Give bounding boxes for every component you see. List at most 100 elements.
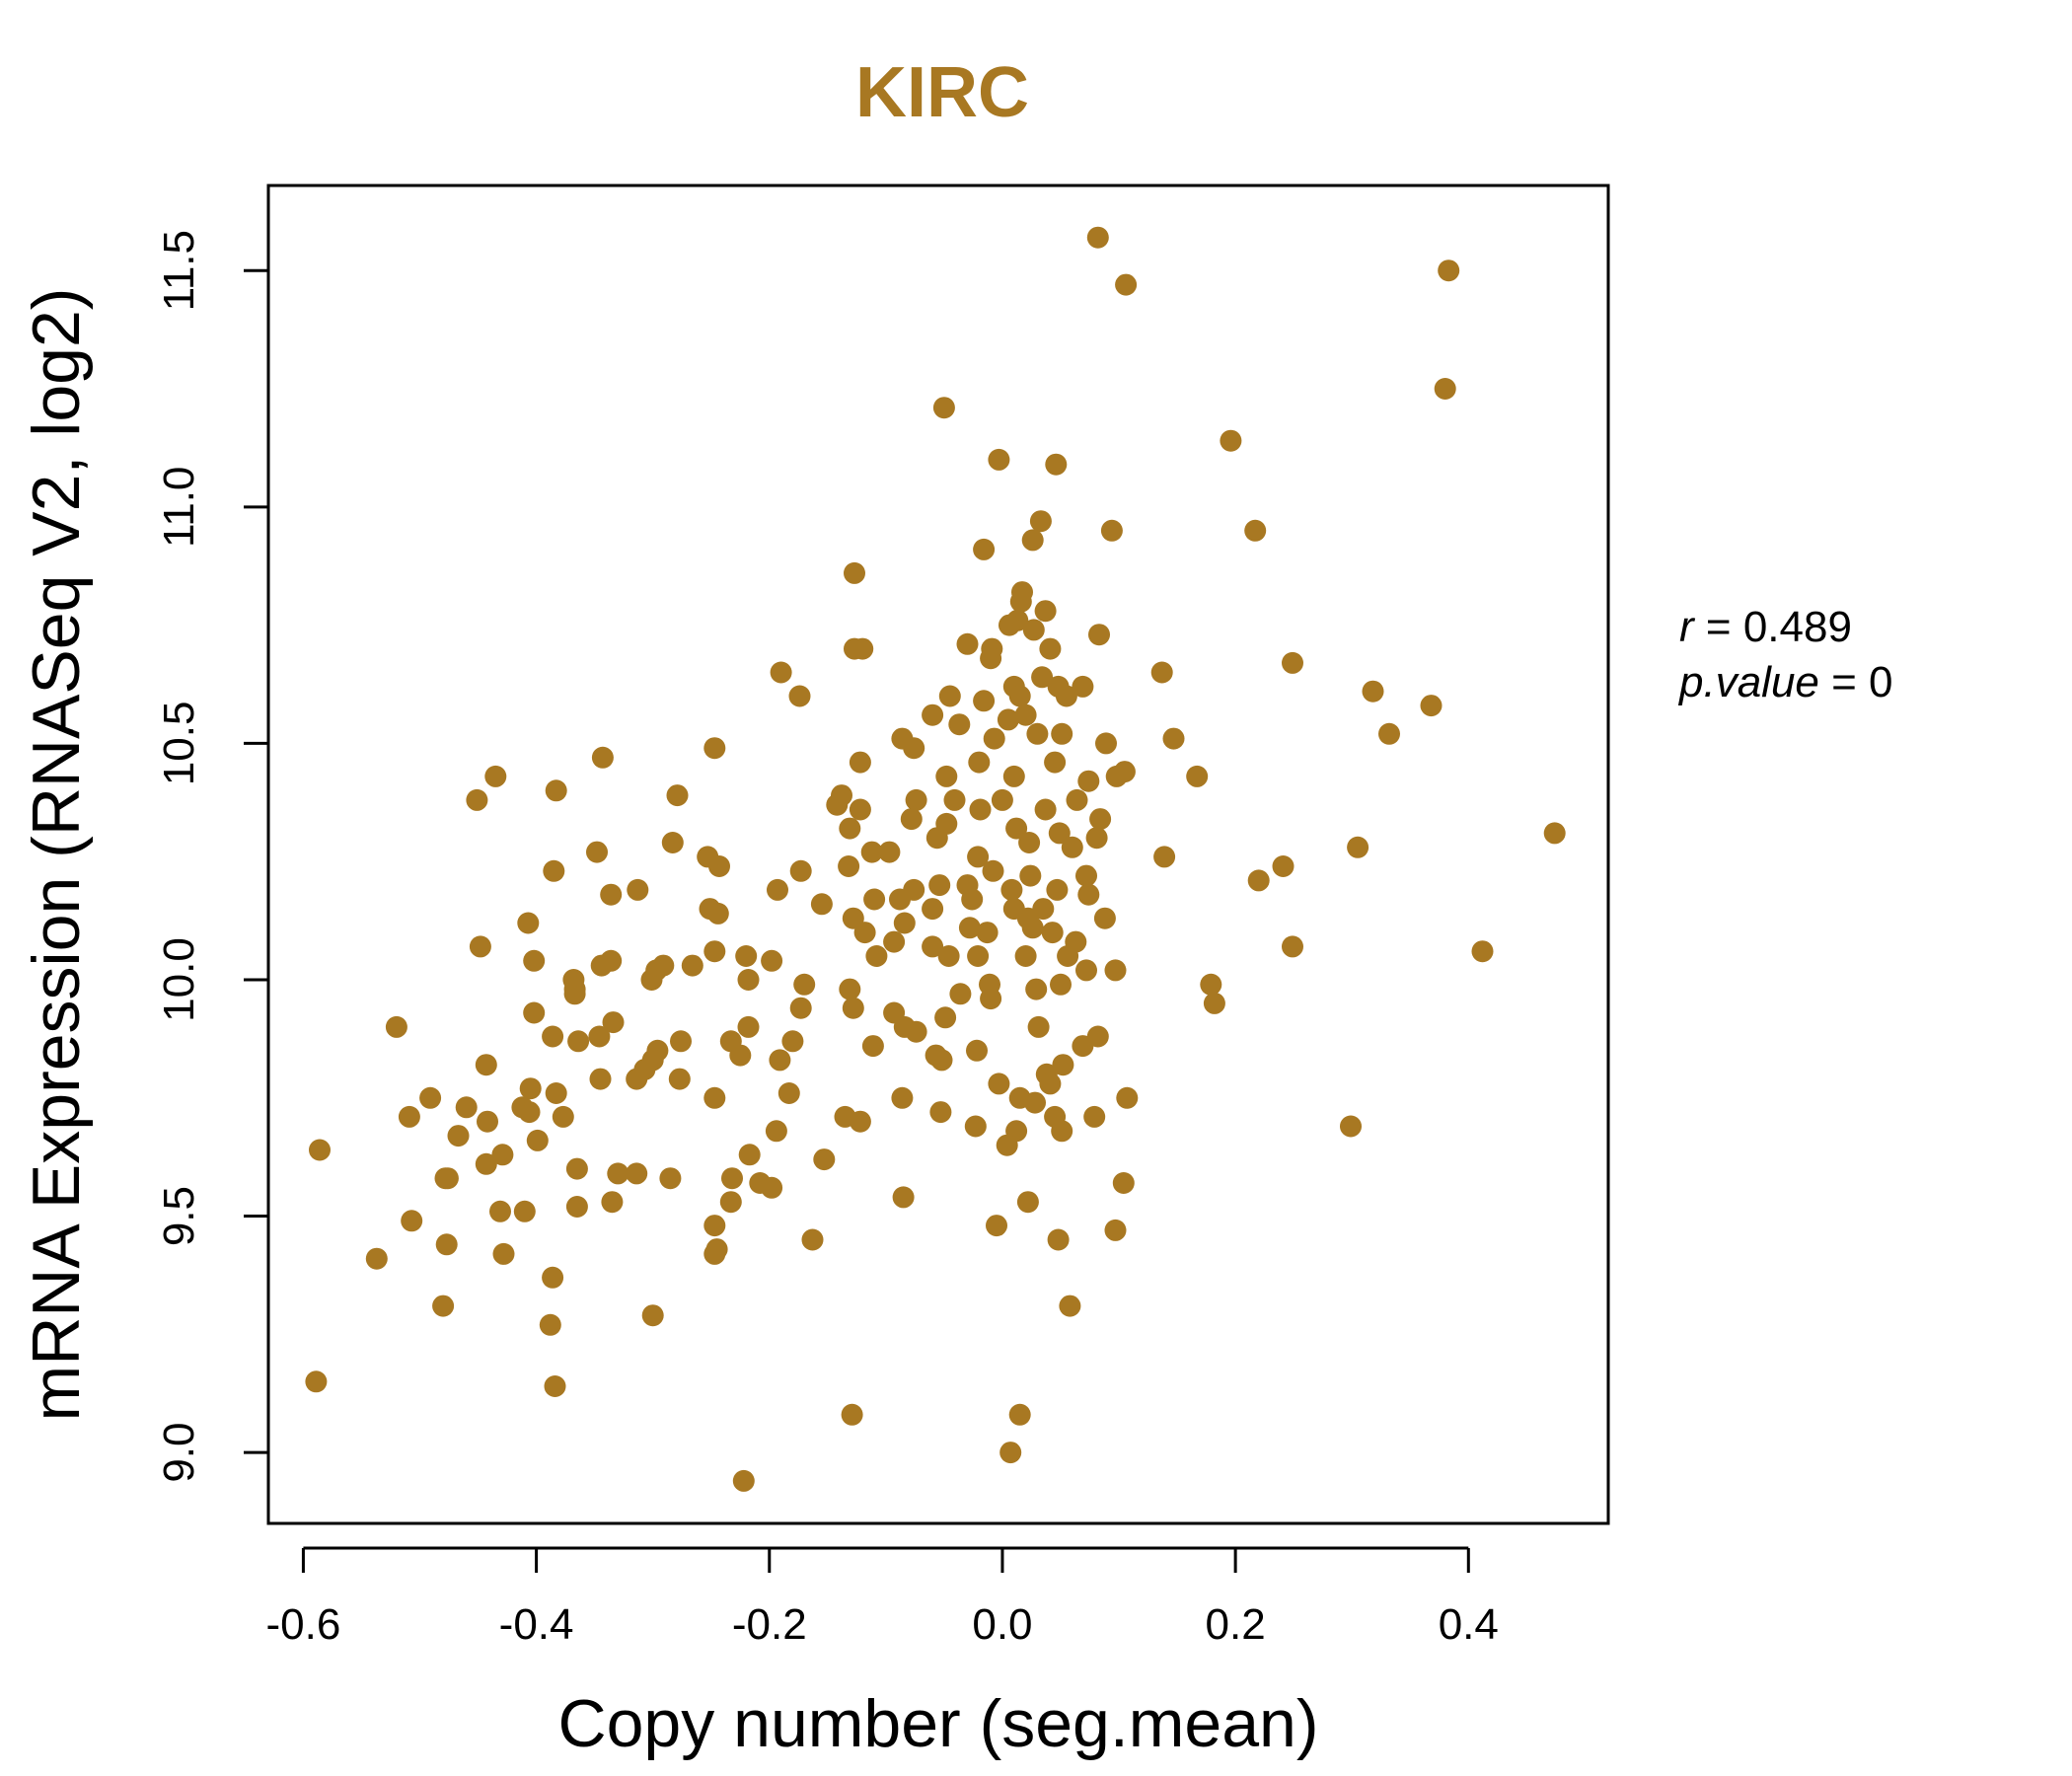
data-point xyxy=(1059,1295,1081,1317)
data-point xyxy=(841,1403,863,1426)
data-point xyxy=(545,1082,567,1104)
data-point xyxy=(543,859,565,882)
data-point xyxy=(419,1086,442,1109)
data-point xyxy=(455,1096,478,1119)
data-point xyxy=(1031,666,1054,689)
x-tick-label: -0.2 xyxy=(732,1600,807,1649)
data-point xyxy=(435,1233,458,1256)
data-point xyxy=(1340,1115,1362,1138)
data-point xyxy=(788,685,811,707)
plot-area xyxy=(266,184,1610,1525)
data-point xyxy=(922,935,944,958)
y-tick-label: 10.5 xyxy=(155,702,203,786)
data-point xyxy=(789,859,812,882)
data-point xyxy=(801,1228,824,1251)
data-point xyxy=(861,1035,884,1058)
data-point xyxy=(765,1120,787,1143)
data-point xyxy=(627,878,649,901)
data-point xyxy=(999,1442,1022,1464)
y-tick-label: 9.5 xyxy=(155,1186,203,1246)
data-point xyxy=(591,746,614,769)
data-point xyxy=(401,1210,423,1232)
data-point xyxy=(661,832,684,853)
data-point xyxy=(969,798,992,821)
data-point xyxy=(670,1030,692,1053)
data-point xyxy=(1027,1015,1050,1038)
x-tick-label: -0.6 xyxy=(266,1600,341,1649)
data-point xyxy=(1077,883,1100,906)
data-point xyxy=(1066,788,1088,811)
data-point xyxy=(986,1215,1007,1237)
data-point xyxy=(1420,695,1443,717)
y-axis: 9.0 9.5 10.0 10.5 11.0 11.5 xyxy=(155,230,270,1483)
data-point xyxy=(539,1313,561,1336)
data-point xyxy=(1055,685,1077,707)
data-point xyxy=(708,855,730,877)
data-point xyxy=(813,1148,836,1171)
data-point xyxy=(997,708,1019,731)
data-point xyxy=(1083,1105,1106,1128)
data-point xyxy=(922,703,944,726)
data-point xyxy=(932,397,955,419)
data-point xyxy=(1085,827,1108,850)
y-tick-label: 11.0 xyxy=(155,467,203,548)
data-point xyxy=(544,1375,566,1397)
data-point xyxy=(839,817,861,840)
data-point xyxy=(842,997,864,1019)
y-tick-label: 9.0 xyxy=(155,1423,203,1483)
data-point xyxy=(770,661,792,684)
data-point xyxy=(1116,1086,1139,1109)
data-point xyxy=(641,1304,664,1327)
data-point xyxy=(1046,878,1069,901)
data-point xyxy=(475,1054,497,1076)
x-axis: -0.6 -0.4 -0.2 0.0 0.2 0.4 xyxy=(266,1546,1499,1649)
data-point xyxy=(1112,1172,1135,1194)
data-point xyxy=(948,713,971,736)
data-point xyxy=(1089,808,1112,831)
data-point xyxy=(1014,703,1037,726)
r-value: 0.489 xyxy=(1743,603,1852,651)
x-tick-label: 0.2 xyxy=(1206,1600,1266,1649)
data-point xyxy=(1543,822,1566,845)
data-point xyxy=(1093,907,1116,929)
data-point xyxy=(1050,973,1072,996)
data-point xyxy=(1019,864,1042,887)
y-axis-label: mRNA Expression (RNASeq V2, log2) xyxy=(19,288,94,1422)
data-point xyxy=(937,945,960,967)
data-point xyxy=(640,969,663,991)
data-point xyxy=(703,1086,726,1109)
data-point xyxy=(703,1242,726,1265)
data-point xyxy=(1002,765,1025,787)
p-label: p.value xyxy=(1677,658,1819,706)
data-point xyxy=(878,841,901,863)
data-point xyxy=(1048,822,1071,845)
data-point xyxy=(590,954,613,977)
data-point xyxy=(980,988,1002,1010)
data-point xyxy=(719,1191,742,1214)
data-point xyxy=(849,1110,871,1133)
data-point xyxy=(949,983,972,1005)
data-point xyxy=(737,969,760,991)
data-point xyxy=(968,751,991,774)
data-point xyxy=(1034,600,1057,623)
x-tick-label: -0.4 xyxy=(499,1600,574,1649)
data-point xyxy=(1105,765,1128,787)
data-point xyxy=(681,954,703,977)
data-point xyxy=(1018,832,1041,853)
data-point xyxy=(1200,973,1222,996)
data-point xyxy=(1051,1120,1073,1143)
data-point xyxy=(1014,945,1037,967)
data-point xyxy=(1077,770,1100,792)
data-point xyxy=(1061,836,1083,858)
data-point xyxy=(849,798,871,821)
data-point xyxy=(929,1101,952,1124)
data-point xyxy=(988,448,1010,471)
data-point xyxy=(1075,864,1097,887)
data-point xyxy=(1044,751,1067,774)
data-points xyxy=(305,226,1566,1492)
data-point xyxy=(958,917,981,939)
data-point xyxy=(666,784,689,807)
data-point xyxy=(518,1101,541,1124)
data-point xyxy=(542,1025,564,1048)
